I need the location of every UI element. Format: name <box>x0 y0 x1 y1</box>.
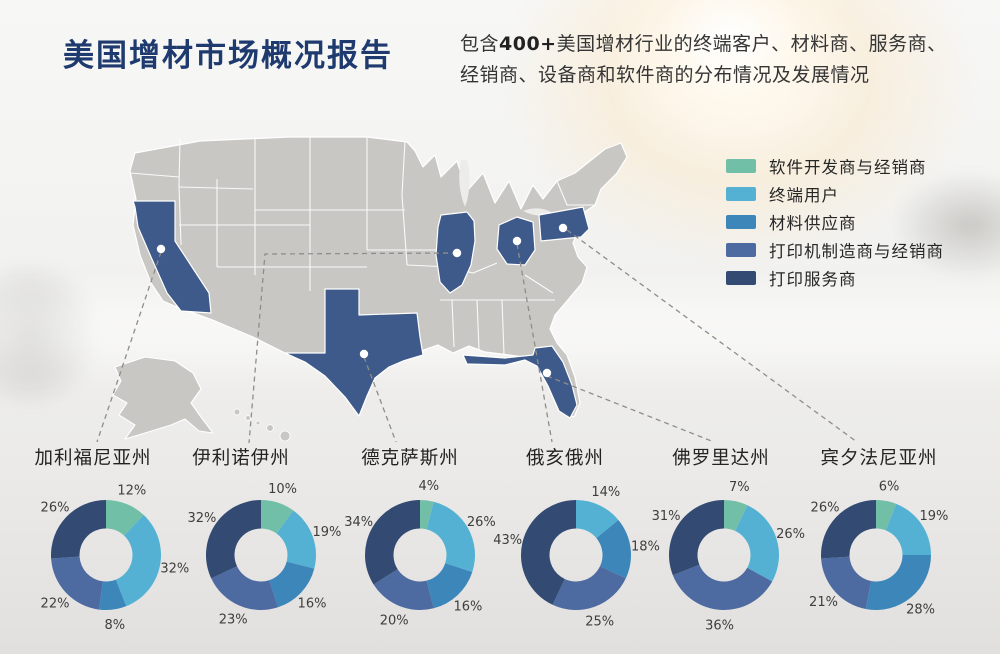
percent-label: 26% <box>41 501 70 516</box>
donut-chart: 12% 32% 8% 22% 26% <box>41 483 190 633</box>
legend-item-materials: 材料供应商 <box>726 208 944 236</box>
state-florida <box>462 345 578 419</box>
percent-label: 26% <box>776 527 805 542</box>
percent-label: 26% <box>811 501 840 516</box>
percent-label: 19% <box>919 509 948 524</box>
state-ohio <box>496 216 536 266</box>
donut-segment <box>106 500 144 536</box>
donut-segment <box>552 566 626 611</box>
donut-chart: 4% 26% 16% 20% 34% <box>344 479 496 628</box>
legend-item-printer-makers: 打印机制造商与经销商 <box>726 236 944 264</box>
donut-segment <box>426 501 476 572</box>
legend-label: 打印机制造商与经销商 <box>769 242 944 261</box>
legend-label: 打印服务商 <box>769 270 857 289</box>
donut-segment <box>735 505 780 582</box>
donut-segment <box>885 503 931 555</box>
legend-swatch-print-services <box>726 271 756 285</box>
donut-segment <box>668 500 724 576</box>
donut-segment <box>821 500 876 559</box>
percent-label: 16% <box>298 596 327 611</box>
state-hawaii <box>233 408 291 442</box>
percent-label: 8% <box>104 618 125 633</box>
donut-segment <box>211 566 278 611</box>
donut-segment <box>672 564 773 611</box>
percent-label: 22% <box>41 596 70 611</box>
percent-label: 6% <box>879 480 900 495</box>
state-label: 俄亥俄州 <box>525 448 604 469</box>
percent-label: 25% <box>585 614 614 629</box>
percent-label: 36% <box>705 618 734 633</box>
donut-segment <box>724 500 748 532</box>
legend-label: 材料供应商 <box>769 214 857 233</box>
percent-label: 32% <box>187 511 216 526</box>
donut-segment <box>261 500 294 534</box>
donut-segment <box>876 500 897 531</box>
percent-label: 7% <box>729 480 750 495</box>
legend-swatch-printer-makers <box>726 243 756 257</box>
subtitle-prefix: 包含 <box>460 33 500 55</box>
percent-label: 20% <box>380 614 409 629</box>
legend-item-print-services: 打印服务商 <box>726 264 944 292</box>
state-alaska <box>112 356 214 440</box>
percent-label: 34% <box>344 515 373 530</box>
donut-segment <box>364 500 420 585</box>
donut-segment <box>576 500 619 539</box>
percent-label: 4% <box>418 479 439 494</box>
donut-segment <box>205 500 261 579</box>
legend-item-software: 软件开发商与经销商 <box>726 152 944 180</box>
donut-segment <box>99 579 127 611</box>
page-subtitle: 包含400+美国增材行业的终端客户、材料商、服务商、 经销商、设备商和软件商的分… <box>460 29 990 91</box>
subtitle-highlight: 400+ <box>499 33 557 55</box>
donut-chart: 14% 18% 25% 43% <box>493 485 660 629</box>
percent-label: 43% <box>493 533 522 548</box>
legend: 软件开发商与经销商 终端用户 材料供应商 打印机制造商与经销商 打印服务商 <box>726 152 944 292</box>
percent-label: 18% <box>631 540 660 555</box>
legend-swatch-endusers <box>726 187 756 201</box>
percent-label: 14% <box>591 485 620 500</box>
donut-segment <box>51 556 103 610</box>
subtitle-line2: 经销商、设备商和软件商的分布情况及发展情况 <box>460 64 870 86</box>
legend-label: 软件开发商与经销商 <box>769 158 927 177</box>
percent-label: 26% <box>467 515 496 530</box>
donut-segment <box>276 510 316 569</box>
percent-label: 16% <box>453 600 482 615</box>
legend-item-endusers: 终端用户 <box>726 180 944 208</box>
percent-label: 31% <box>652 509 681 524</box>
donut-chart: 6% 19% 28% 21% 26% <box>809 480 948 618</box>
percent-label: 10% <box>268 482 297 497</box>
state-label: 德克萨斯州 <box>361 448 459 469</box>
state-label: 加利福尼亚州 <box>34 448 152 469</box>
subtitle-line1: 美国增材行业的终端客户、材料商、服务商、 <box>556 33 947 55</box>
legend-swatch-software <box>726 159 756 173</box>
percent-label: 19% <box>312 525 341 540</box>
legend-label: 终端用户 <box>769 186 839 205</box>
donut-chart: 7% 26% 36% 31% <box>652 480 805 633</box>
percent-label: 32% <box>160 562 189 577</box>
donut-chart: 10% 19% 16% 23% 32% <box>187 482 341 628</box>
state-label: 佛罗里达州 <box>672 448 770 469</box>
donut-segment <box>51 500 106 559</box>
percent-label: 21% <box>809 595 838 610</box>
donut-segment <box>426 563 473 609</box>
donut-segment <box>821 556 872 610</box>
donut-segment <box>115 514 162 607</box>
donut-charts-row: 12% 32% 8% 22% 26% 10% 19% 16% 23% 32% 4% 26% 16% 20%… <box>41 479 949 633</box>
donut-segment <box>520 500 576 605</box>
state-california <box>132 200 212 314</box>
donut-segment <box>373 569 434 610</box>
percent-label: 28% <box>906 602 935 617</box>
page-title: 美国增材市场概况报告 <box>63 38 393 74</box>
state-label: 宾夕法尼亚州 <box>820 448 938 469</box>
donut-segment <box>865 555 931 611</box>
percent-label: 23% <box>219 613 248 628</box>
percent-label: 12% <box>117 483 146 498</box>
legend-swatch-materials <box>726 215 756 229</box>
us-map <box>112 136 628 442</box>
donut-segment <box>596 519 632 579</box>
donut-segment <box>269 561 315 608</box>
state-label: 伊利诺伊州 <box>192 448 290 469</box>
donut-segment <box>420 500 434 530</box>
